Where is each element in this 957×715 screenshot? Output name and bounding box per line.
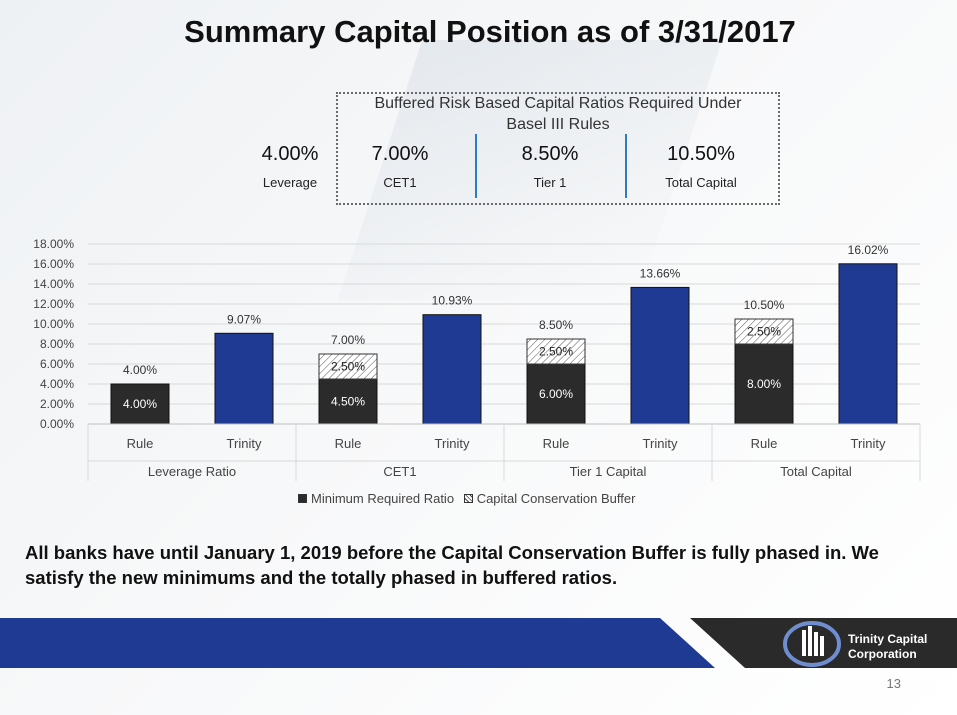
bar-label-buffer: 2.50% <box>747 325 781 339</box>
bar-trinity <box>422 314 482 425</box>
legend-swatch-buffer <box>463 494 473 503</box>
legend-item-buffer: Capital Conservation Buffer <box>463 491 636 506</box>
bar-total-label: 10.93% <box>432 294 473 308</box>
bar-buffer <box>526 338 586 365</box>
y-tick-label: 8.00% <box>40 337 74 351</box>
footer-blue-band <box>0 618 715 668</box>
capital-ratio-chart: 4.00% 4.00% 9.07% 4.50% 2.50% 7.00% 10.93% 6.00… <box>33 237 921 481</box>
bar-label-minimum: 4.50% <box>331 395 365 409</box>
legend-label-buffer: Capital Conservation Buffer <box>476 491 636 506</box>
y-tick-label: 6.00% <box>40 357 74 371</box>
building-globe-icon <box>783 621 841 667</box>
bar-trinity <box>630 286 690 425</box>
x-tick-label: Trinity <box>851 436 886 451</box>
y-tick-label: 16.00% <box>33 257 74 271</box>
y-tick-label: 12.00% <box>33 297 74 311</box>
page-number: 13 <box>886 676 901 691</box>
y-tick-label: 14.00% <box>33 277 74 291</box>
ratio-divider <box>625 134 627 198</box>
bar-label-minimum: 8.00% <box>747 377 781 391</box>
tier1-ratio-label: Tier 1 <box>533 175 567 190</box>
y-tick-label: 0.00% <box>40 417 74 431</box>
ratio-requirements-box <box>336 92 780 205</box>
legend-item-minimum: Minimum Required Ratio <box>298 491 454 506</box>
page-title: Summary Capital Position as of 3/31/2017 <box>184 14 796 49</box>
bar-label-buffer: 2.50% <box>331 360 365 374</box>
bar-total-label: 4.00% <box>123 363 157 377</box>
bar-trinity <box>214 332 274 425</box>
leverage-ratio-value: 4.00% <box>261 143 319 165</box>
ratio-box-heading-line1: Buffered Risk Based Capital Ratios Requi… <box>374 95 742 112</box>
x-tick-label: Rule <box>751 436 778 451</box>
cet1-ratio-label: CET1 <box>383 175 417 190</box>
company-logo-text: Trinity Capital Corporation <box>848 632 927 662</box>
bar-label-minimum: 4.00% <box>123 397 157 411</box>
ratio-box-heading-line2: Basel III Rules <box>506 116 610 133</box>
bar-total-label: 8.50% <box>539 318 573 332</box>
group-label: Leverage Ratio <box>148 464 236 479</box>
bar-label-buffer: 2.50% <box>539 345 573 359</box>
bar-total-label: 9.07% <box>227 312 261 326</box>
bar-minimum <box>318 378 378 425</box>
x-tick-label: Trinity <box>435 436 470 451</box>
x-tick-label: Rule <box>335 436 362 451</box>
bar-trinity <box>838 263 898 425</box>
tier1-ratio-value: 8.50% <box>521 143 579 165</box>
bar-label-minimum: 6.00% <box>539 387 573 401</box>
x-tick-label: Trinity <box>227 436 262 451</box>
bar-minimum <box>526 363 586 425</box>
bar-total-label: 13.66% <box>640 266 681 280</box>
bar-total-label: 10.50% <box>744 298 785 312</box>
legend-swatch-minimum <box>298 494 307 503</box>
ratio-divider <box>475 134 477 198</box>
leverage-ratio-label: Leverage <box>262 175 318 190</box>
logo-line2: Corporation <box>848 647 917 661</box>
bar-buffer <box>318 353 378 380</box>
x-tick-label: Rule <box>543 436 570 451</box>
x-tick-label: Trinity <box>643 436 678 451</box>
y-tick-label: 10.00% <box>33 317 74 331</box>
logo-line1: Trinity Capital <box>848 632 928 646</box>
total-capital-ratio-value: 10.50% <box>667 143 735 165</box>
ratio-box-heading: Buffered Risk Based Capital Ratios Requi… <box>336 93 780 135</box>
cet1-ratio-value: 7.00% <box>371 143 429 165</box>
y-tick-label: 4.00% <box>40 377 74 391</box>
x-tick-label: Rule <box>127 436 154 451</box>
footer-bar <box>0 618 957 668</box>
y-tick-label: 2.00% <box>40 397 74 411</box>
group-label: Tier 1 Capital <box>570 464 647 479</box>
group-label: CET1 <box>383 464 416 479</box>
group-label: Total Capital <box>780 464 852 479</box>
phase-in-note: All banks have until January 1, 2019 bef… <box>25 542 879 588</box>
legend-label-minimum: Minimum Required Ratio <box>311 491 455 506</box>
bar-minimum <box>110 383 170 425</box>
bar-total-label: 16.02% <box>848 243 889 257</box>
y-tick-label: 18.00% <box>33 237 74 251</box>
bar-buffer <box>734 318 794 345</box>
chart-legend: Minimum Required Ratio Capital Conservat… <box>298 491 641 506</box>
total-capital-ratio-label: Total Capital <box>665 175 737 190</box>
bar-minimum <box>734 343 794 425</box>
bar-total-label: 7.00% <box>331 333 365 347</box>
